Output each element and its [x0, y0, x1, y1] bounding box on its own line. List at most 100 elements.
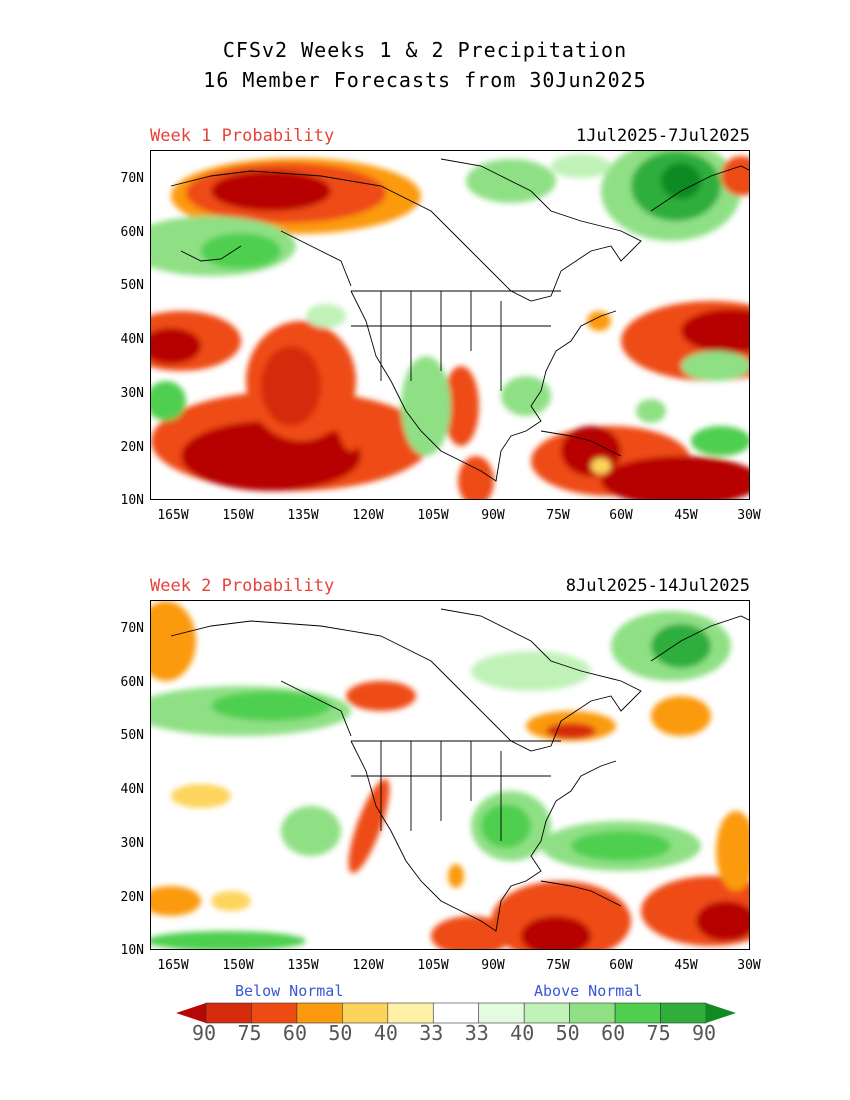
anomaly-region — [171, 784, 231, 808]
legend-value: 90 — [192, 1021, 217, 1045]
legend-swatch — [706, 1003, 736, 1023]
lat-tick: 40N — [120, 332, 144, 347]
coastline — [280, 230, 352, 287]
below-normal-label: Below Normal — [235, 982, 344, 1000]
lat-tick: 30N — [120, 836, 144, 851]
lat-tick: 50N — [120, 728, 144, 743]
anomaly-region — [551, 154, 611, 178]
anomaly-region — [339, 401, 363, 451]
lon-tick: 165W — [157, 508, 189, 523]
lat-tick: 70N — [120, 171, 144, 186]
anomaly-region — [651, 696, 711, 736]
week1-dates: 1Jul2025-7Jul2025 — [576, 126, 750, 146]
anomaly-region — [261, 346, 321, 426]
lon-tick: 45W — [674, 958, 698, 973]
coastline — [180, 245, 242, 262]
coastline — [350, 740, 617, 932]
legend-swatch — [660, 1002, 707, 1024]
legend-swatch — [523, 1002, 570, 1024]
legend-value: 75 — [237, 1021, 262, 1045]
chart-subtitle: 16 Member Forecasts from 30Jun2025 — [203, 68, 647, 92]
above-normal-label: Above Normal — [534, 982, 643, 1000]
legend-value: 33 — [464, 1021, 489, 1045]
lon-tick: 120W — [352, 508, 384, 523]
legend-swatch — [342, 1002, 389, 1024]
anomaly-region — [448, 864, 464, 888]
lon-tick: 60W — [609, 958, 633, 973]
legend-swatch — [296, 1002, 343, 1024]
coastline — [650, 165, 749, 212]
anomaly-region — [691, 426, 749, 456]
anomaly-region — [443, 366, 479, 446]
lon-tick: 105W — [417, 508, 449, 523]
lat-tick: 70N — [120, 621, 144, 636]
coastline — [170, 608, 642, 752]
lon-tick: 90W — [481, 958, 505, 973]
lon-tick: 30W — [737, 958, 761, 973]
anomaly-region — [471, 651, 591, 691]
lat-tick: 10N — [120, 493, 144, 508]
anomaly-region — [211, 171, 331, 211]
legend-value: 60 — [282, 1021, 307, 1045]
legend-value: 33 — [419, 1021, 444, 1045]
anomaly-region — [661, 163, 701, 199]
lon-tick: 150W — [222, 958, 254, 973]
lon-tick: 165W — [157, 958, 189, 973]
legend-value: 75 — [646, 1021, 671, 1045]
week2-map — [150, 600, 750, 950]
legend-value: 50 — [328, 1021, 353, 1045]
legend-swatch — [614, 1002, 661, 1024]
week2-label: Week 2 Probability — [150, 576, 335, 596]
lat-tick: 10N — [120, 943, 144, 958]
anomaly-region — [601, 456, 749, 499]
anomaly-region — [401, 356, 451, 456]
anomaly-region — [636, 399, 666, 423]
lon-tick: 150W — [222, 508, 254, 523]
legend-swatch — [387, 1002, 434, 1024]
legend-value: 40 — [510, 1021, 535, 1045]
lon-tick: 30W — [737, 508, 761, 523]
anomaly-region — [651, 624, 711, 668]
legend-value: 50 — [555, 1021, 580, 1045]
lon-tick: 75W — [546, 508, 570, 523]
coastline — [540, 430, 622, 457]
lat-tick: 30N — [120, 386, 144, 401]
anomaly-region — [591, 458, 611, 474]
lat-tick: 50N — [120, 278, 144, 293]
anomaly-region — [481, 804, 531, 848]
anomaly-region — [201, 233, 281, 269]
anomaly-region — [546, 723, 596, 739]
lon-tick: 120W — [352, 958, 384, 973]
anomaly-region — [458, 456, 494, 499]
anomaly-region — [348, 778, 390, 874]
coastline — [540, 880, 622, 907]
anomaly-region — [211, 891, 251, 911]
lat-tick: 40N — [120, 782, 144, 797]
anomaly-region — [346, 681, 416, 711]
lat-tick: 60N — [120, 225, 144, 240]
lon-tick: 105W — [417, 958, 449, 973]
week1-label: Week 1 Probability — [150, 126, 335, 146]
anomaly-region — [587, 311, 611, 331]
anomaly-region — [151, 931, 306, 949]
state-border — [351, 740, 561, 841]
legend-swatch — [251, 1002, 298, 1024]
coastline — [280, 680, 352, 737]
legend-swatch — [569, 1002, 616, 1024]
lon-tick: 90W — [481, 508, 505, 523]
anomaly-region — [306, 304, 346, 328]
anomaly-region — [151, 601, 196, 681]
anomaly-region — [431, 916, 511, 949]
legend-value: 60 — [601, 1021, 626, 1045]
lon-tick: 60W — [609, 508, 633, 523]
coastline — [650, 615, 749, 662]
color-legend — [176, 1002, 736, 1024]
anomaly-region — [151, 328, 201, 364]
anomaly-region — [181, 421, 361, 491]
legend-swatch — [205, 1002, 252, 1024]
week1-map — [150, 150, 750, 500]
lon-tick: 135W — [287, 508, 319, 523]
coastline — [170, 158, 642, 302]
anomaly-region — [696, 901, 749, 941]
week2-dates: 8Jul2025-14Jul2025 — [565, 576, 750, 596]
